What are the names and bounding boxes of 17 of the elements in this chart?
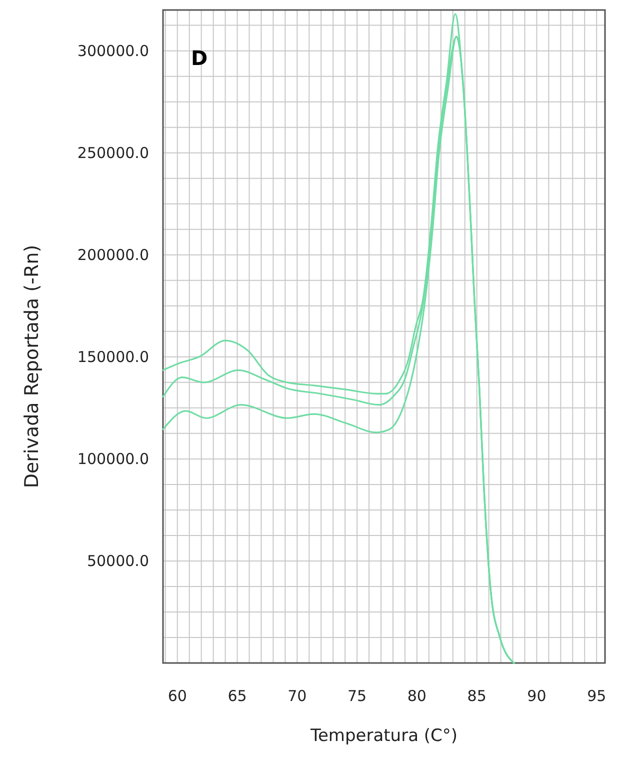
y-tick-label: 200000.0 (77, 246, 149, 264)
x-tick-label: 65 (228, 687, 247, 705)
y-tick-label: 300000.0 (77, 42, 149, 60)
x-tick-label: 75 (348, 687, 367, 705)
x-tick-label: 60 (168, 687, 187, 705)
x-tick-label: 90 (527, 687, 546, 705)
annotation: D (191, 46, 208, 70)
x-tick-label: 70 (288, 687, 307, 705)
y-tick-label: 250000.0 (77, 144, 149, 162)
y-tick-label: 50000.0 (86, 552, 149, 570)
y-tick-label: 100000.0 (77, 450, 149, 468)
y-tick-label: 150000.0 (77, 348, 149, 366)
y-axis-title: Derivada Reportada (-Rn) (21, 244, 43, 488)
x-axis-title: Temperatura (C°) (309, 726, 458, 746)
x-tick-label: 80 (407, 687, 426, 705)
x-tick-label: 85 (467, 687, 486, 705)
x-tick-label: 95 (587, 687, 606, 705)
